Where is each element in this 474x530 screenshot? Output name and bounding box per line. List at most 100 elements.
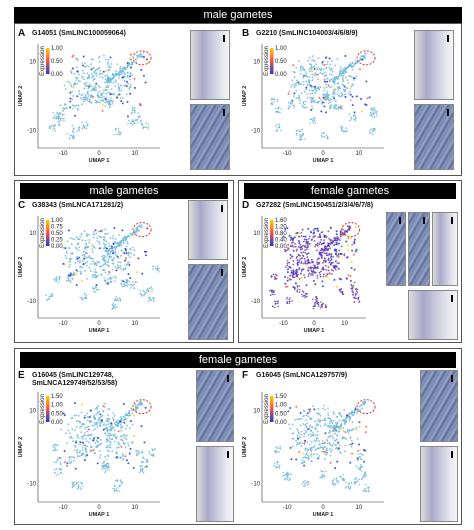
y-tick-label: 10 — [29, 408, 36, 414]
panel-a: A G14051 (SmLINC100059064) -10 0 10 10 -10 UMAP… — [16, 26, 238, 174]
legend-tick: 1.00 — [51, 46, 63, 52]
banner-mid-right: female gametes — [244, 183, 456, 199]
axes: -10 0 10 10 -10 UMAP 1 UMAP 2 — [242, 44, 384, 164]
x-tick-label: 10 — [132, 151, 139, 157]
umap-scatter: -10 0 10 10 -10 UMAP 1 UMAP 2 Expression 1.50 1.0… — [18, 392, 160, 518]
legend-tick: 1.00 — [51, 218, 63, 224]
legend-tick: 0.50 — [51, 411, 63, 417]
y-tick-label: 10 — [29, 231, 36, 237]
y-tick-label: -10 — [251, 482, 260, 488]
frame-mid-left — [14, 180, 234, 343]
legend-tick: 0.50 — [275, 411, 287, 417]
banner-bottom: female gametes — [20, 352, 456, 368]
panel-letter: E — [18, 370, 25, 381]
x-tick-label: 0 — [312, 321, 316, 327]
gene-title: G16045 (SmLNCA129757/9) — [256, 372, 348, 379]
gamete-cluster-ring — [356, 50, 376, 66]
y-tick-label: -10 — [27, 299, 36, 305]
gene-title: G14051 (SmLINC100059064) — [32, 30, 126, 37]
gamete-cluster-ring — [132, 50, 152, 66]
gene-title: G16045 (SmLINC129748, SmLNCA129749/52/53… — [32, 372, 118, 387]
legend-label: Expression — [40, 218, 46, 248]
legend-tick: 0.50 — [51, 231, 63, 237]
panel-e: E G16045 (SmLINC129748, SmLNCA129749/52/5… — [16, 368, 238, 524]
gamete-cluster-ring — [356, 399, 376, 415]
x-tick-label: 0 — [97, 321, 101, 327]
x-tick-label: 10 — [132, 321, 139, 327]
legend-tick: 0.00 — [51, 72, 63, 78]
x-axis-label: UMAP 1 — [304, 328, 325, 334]
legend-label: Expression — [264, 46, 270, 76]
scale-bar — [223, 109, 225, 116]
legend-tick: 1.00 — [51, 403, 63, 409]
expression-legend: Expression 1.00 0.50 0.00 — [264, 46, 287, 78]
scale-bar — [451, 295, 453, 302]
in-situ-image — [408, 212, 430, 286]
legend-tick: 1.00 — [275, 46, 287, 52]
gamete-cluster-ring — [341, 222, 361, 238]
scale-bar — [221, 269, 223, 276]
y-tick-label: 10 — [29, 59, 36, 65]
frame-bottom — [14, 348, 462, 525]
panel-letter: F — [242, 370, 249, 381]
legend-tick: 0.25 — [51, 238, 63, 244]
scale-bar — [227, 451, 229, 458]
umap-points — [272, 400, 370, 493]
gene-title: G2210 (SmLINC104003/4/6/8/9) — [256, 30, 358, 37]
x-axis-label: UMAP 1 — [89, 158, 110, 164]
legend-tick: 0.00 — [275, 244, 287, 250]
axes: -10 0 10 10 -10 UMAP 1 UMAP 2 — [242, 392, 384, 518]
x-tick-label: 0 — [97, 151, 101, 157]
legend-label: Expression — [264, 394, 270, 424]
x-tick-label: 10 — [132, 505, 139, 511]
umap-scatter: -10 0 10 10 -10 UMAP 1 UMAP 2 Expression 1.00 0.5… — [242, 44, 384, 164]
panel-letter: C — [18, 200, 26, 211]
in-situ-image — [414, 104, 454, 170]
x-tick-label: -10 — [279, 321, 288, 327]
gamete-cluster-ring — [132, 399, 152, 415]
x-axis-label: UMAP 1 — [89, 512, 110, 518]
legend-label: Expression — [40, 394, 46, 424]
in-situ-image — [190, 104, 230, 170]
x-tick-label: 10 — [341, 321, 348, 327]
umap-scatter: -10 0 10 10 -10 UMAP 1 UMAP 2 Expression 1.00 0.5… — [18, 44, 160, 164]
frame-top — [14, 23, 462, 176]
axes: -10 0 10 10 -10 UMAP 1 UMAP 2 — [18, 216, 160, 334]
panel-c: C G38343 (SmLNCA171281/2) -10 0 10 10 -10 UMAP … — [16, 198, 234, 342]
umap-scatter: -10 0 10 10 -10 UMAP 1 UMAP 2 Expression 1.601.2… — [242, 216, 366, 334]
legend-tick: 1.00 — [275, 403, 287, 409]
panel-d: D G27282 (SmLINC150451/2/3/4/6/7/8) -10 0 10… — [240, 198, 462, 342]
scale-bar — [451, 375, 453, 382]
x-axis-label: UMAP 1 — [89, 328, 110, 334]
x-tick-label: 0 — [97, 505, 101, 511]
legend-tick: 1.60 — [275, 218, 287, 224]
panel-b: B G2210 (SmLINC104003/4/6/8/9) -10 0 10 10 -10… — [240, 26, 462, 174]
panel-letter: A — [18, 28, 26, 39]
in-situ-image — [196, 446, 234, 522]
in-situ-image — [420, 446, 458, 522]
panel-letter: D — [242, 200, 250, 211]
legend-tick: 0.50 — [275, 59, 287, 65]
y-tick-label: 10 — [253, 408, 260, 414]
gene-title: G38343 (SmLNCA171281/2) — [32, 202, 124, 209]
banner-top: male gametes — [14, 7, 462, 23]
y-tick-label: 10 — [253, 231, 260, 237]
expression-legend: Expression 1.601.200.800.400.00 — [264, 218, 287, 250]
y-tick-label: -10 — [251, 299, 260, 305]
legend-label: Expression — [264, 218, 270, 248]
axes: -10 0 10 10 -10 UMAP 1 UMAP 2 — [18, 392, 160, 518]
x-tick-label: 0 — [321, 505, 325, 511]
x-tick-label: 10 — [356, 151, 363, 157]
in-situ-image — [432, 212, 458, 286]
axes: -10 0 10 10 -10 UMAP 1 UMAP 2 — [242, 216, 366, 334]
y-tick-label: -10 — [27, 129, 36, 135]
in-situ-image — [408, 290, 458, 340]
y-axis-label: UMAP 2 — [242, 86, 248, 107]
in-situ-image — [420, 370, 458, 442]
in-situ-image — [190, 30, 230, 100]
x-axis-label: UMAP 1 — [313, 512, 334, 518]
legend-tick: 1.50 — [51, 394, 63, 400]
axes: -10 0 10 10 -10 UMAP 1 UMAP 2 — [18, 44, 160, 164]
x-tick-label: -10 — [59, 321, 68, 327]
scale-bar — [399, 217, 401, 224]
